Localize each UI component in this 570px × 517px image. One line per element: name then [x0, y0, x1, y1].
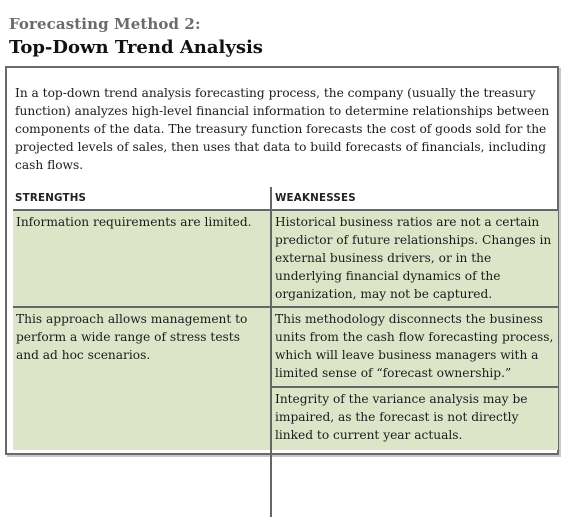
strength-cell: This approach allows management to perfo…	[13, 308, 270, 450]
column-divider	[270, 187, 272, 517]
page-title: Top-Down Trend Analysis	[9, 37, 263, 58]
header-divider	[13, 209, 558, 211]
row-divider	[272, 386, 558, 388]
intro-paragraph: In a top-down trend analysis forecasting…	[15, 86, 550, 172]
weakness-cell: Historical business ratios are not a cer…	[272, 211, 558, 306]
weakness-cell: Integrity of the variance analysis may b…	[272, 388, 558, 450]
weakness-cell: This methodology disconnects the busines…	[272, 308, 558, 386]
weaknesses-header: WEAKNESSES	[275, 192, 356, 204]
row-divider	[13, 306, 558, 308]
strengths-header: STRENGTHS	[15, 192, 87, 204]
section-kicker: Forecasting Method 2:	[9, 15, 201, 33]
strength-cell: Information requirements are limited.	[13, 211, 270, 306]
content-box: In a top-down trend analysis forecasting…	[5, 66, 559, 517]
